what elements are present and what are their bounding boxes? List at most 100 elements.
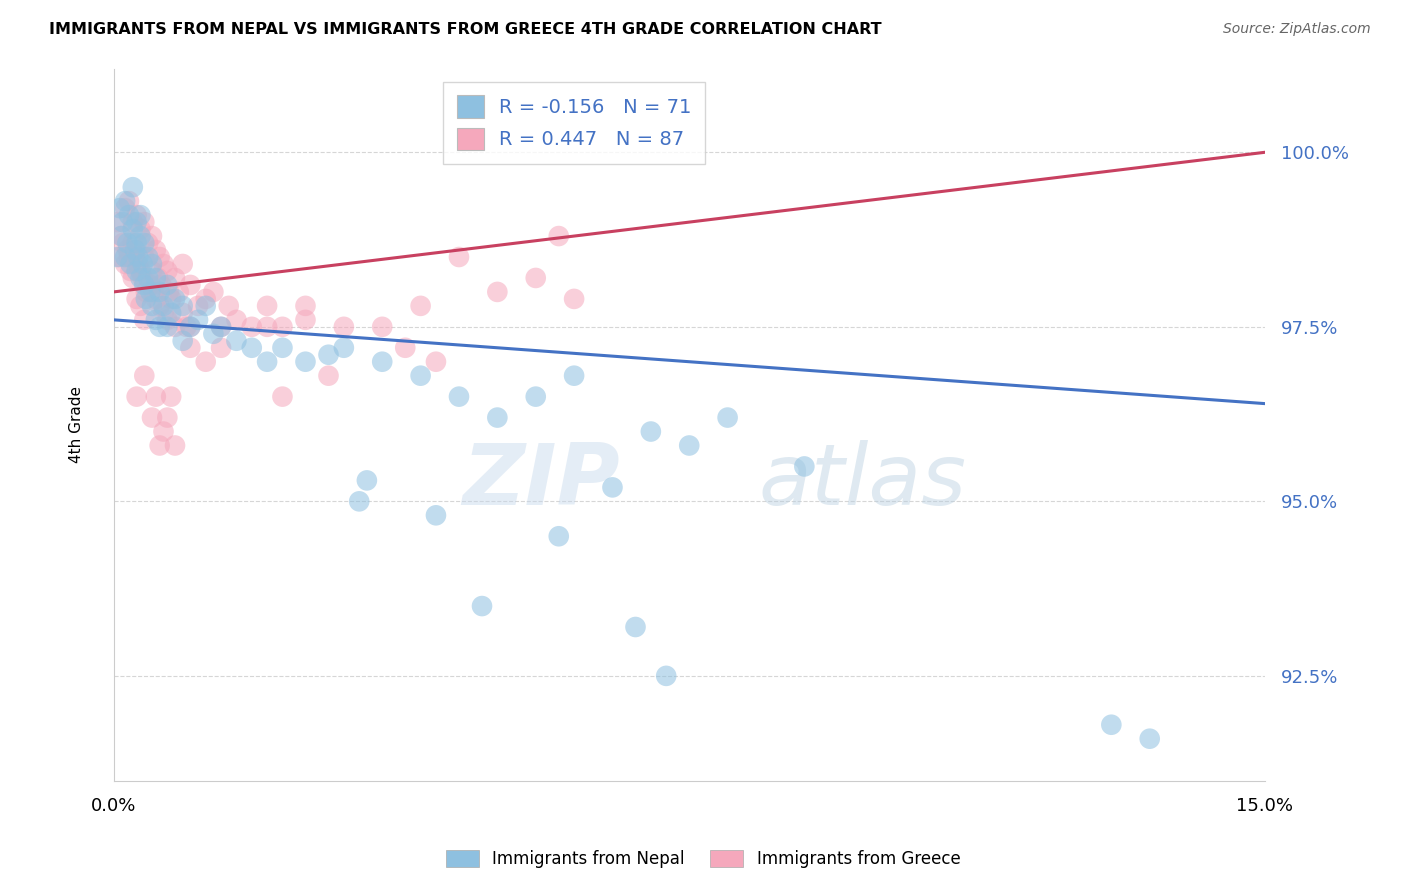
Point [225, 313, 247, 327]
Text: 4th Grade: 4th Grade [69, 386, 84, 463]
Point [209, 319, 232, 334]
Point [150, 277, 173, 292]
Point [179, 277, 201, 292]
Point [114, 257, 136, 271]
Point [146, 271, 169, 285]
Point [141, 264, 163, 278]
Point [486, 410, 509, 425]
Point [132, 271, 155, 285]
Point [129, 208, 152, 222]
Point [121, 222, 143, 236]
Point [179, 319, 201, 334]
Point [347, 494, 370, 508]
Point [172, 334, 194, 348]
Point [141, 229, 163, 244]
Point [125, 292, 148, 306]
Point [156, 313, 179, 327]
Point [134, 368, 156, 383]
Point [294, 299, 316, 313]
Point [152, 306, 174, 320]
Point [271, 341, 294, 355]
Point [145, 292, 167, 306]
Point [132, 257, 155, 271]
Point [547, 229, 569, 244]
Point [209, 341, 232, 355]
Point [218, 299, 240, 313]
Point [149, 285, 172, 299]
Text: Source: ZipAtlas.com: Source: ZipAtlas.com [1223, 22, 1371, 37]
Point [134, 313, 156, 327]
Point [156, 264, 179, 278]
Point [194, 292, 217, 306]
Point [163, 292, 186, 306]
Text: atlas: atlas [758, 440, 966, 523]
Point [157, 285, 180, 299]
Point [129, 222, 152, 236]
Point [136, 235, 159, 250]
Point [118, 194, 141, 209]
Point [678, 438, 700, 452]
Point [152, 299, 174, 313]
Point [294, 313, 316, 327]
Point [129, 229, 152, 244]
Point [145, 313, 167, 327]
Point [127, 257, 149, 271]
Point [624, 620, 647, 634]
Point [156, 319, 179, 334]
Point [793, 459, 815, 474]
Point [167, 285, 190, 299]
Point [152, 425, 174, 439]
Point [471, 599, 494, 613]
Point [124, 243, 146, 257]
Point [194, 299, 217, 313]
Point [524, 390, 547, 404]
Point [371, 319, 394, 334]
Point [256, 355, 278, 369]
Point [187, 313, 209, 327]
Point [202, 285, 225, 299]
Point [425, 355, 447, 369]
Point [129, 264, 152, 278]
Point [371, 355, 394, 369]
Point [136, 250, 159, 264]
Point [111, 235, 134, 250]
Point [1099, 717, 1122, 731]
Point [409, 299, 432, 313]
Point [107, 250, 129, 264]
Point [240, 341, 263, 355]
Point [121, 271, 143, 285]
Point [256, 299, 278, 313]
Point [124, 250, 146, 264]
Point [152, 257, 174, 271]
Point [135, 292, 157, 306]
Point [602, 480, 624, 494]
Point [333, 341, 356, 355]
Point [447, 390, 470, 404]
Point [149, 438, 172, 452]
Point [425, 508, 447, 523]
Point [163, 438, 186, 452]
Point [271, 319, 294, 334]
Point [118, 208, 141, 222]
Point [108, 201, 131, 215]
Point [125, 208, 148, 222]
Point [145, 271, 167, 285]
Point [160, 292, 183, 306]
Point [547, 529, 569, 543]
Point [139, 285, 162, 299]
Point [117, 243, 139, 257]
Point [134, 250, 156, 264]
Point [114, 250, 136, 264]
Point [145, 243, 167, 257]
Point [120, 264, 142, 278]
Point [409, 368, 432, 383]
Point [135, 285, 157, 299]
Point [149, 299, 172, 313]
Point [127, 250, 149, 264]
Point [134, 277, 156, 292]
Point [145, 390, 167, 404]
Point [156, 277, 179, 292]
Point [716, 410, 738, 425]
Point [333, 319, 356, 334]
Point [562, 368, 585, 383]
